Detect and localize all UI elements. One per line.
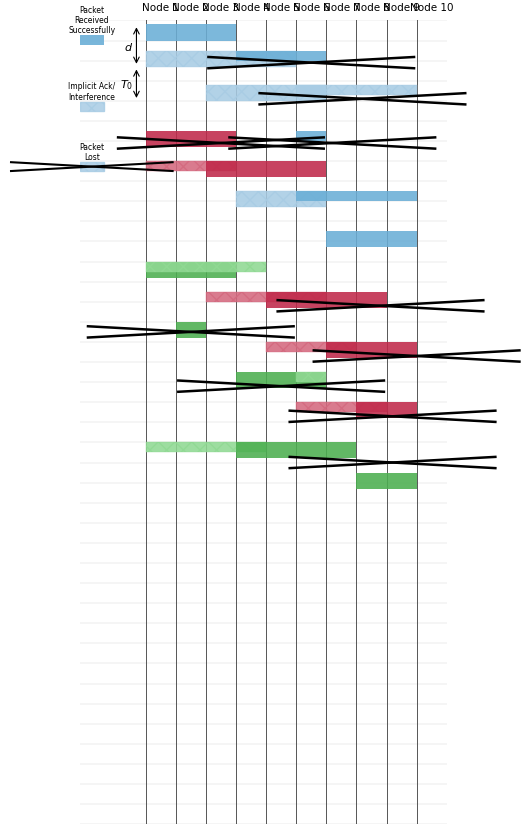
Bar xyxy=(266,293,387,308)
Bar xyxy=(236,373,326,389)
Bar xyxy=(80,103,104,112)
Text: Packet
Received
Successfully: Packet Received Successfully xyxy=(68,6,115,36)
Text: Node 9: Node 9 xyxy=(383,3,420,13)
Text: Node 6: Node 6 xyxy=(293,3,330,13)
Bar xyxy=(266,342,356,352)
Text: Node 1: Node 1 xyxy=(142,3,179,13)
Bar xyxy=(80,163,104,172)
Bar xyxy=(145,443,266,453)
Bar xyxy=(176,323,206,338)
Bar xyxy=(296,403,387,413)
Bar xyxy=(145,26,236,41)
Text: Node 10: Node 10 xyxy=(410,3,453,13)
Bar xyxy=(296,192,417,202)
Bar xyxy=(206,293,326,303)
Bar xyxy=(326,232,417,248)
Text: Time: Time xyxy=(0,826,1,827)
Bar xyxy=(206,86,326,102)
Text: Node 5: Node 5 xyxy=(263,3,299,13)
Bar xyxy=(296,131,326,141)
Bar xyxy=(80,36,104,45)
Bar xyxy=(296,373,326,383)
Bar xyxy=(236,443,356,459)
Text: Node 3: Node 3 xyxy=(202,3,239,13)
Bar xyxy=(296,86,417,96)
Text: Node 4: Node 4 xyxy=(233,3,270,13)
Text: Node 7: Node 7 xyxy=(323,3,360,13)
Bar xyxy=(145,51,296,68)
Text: Packet
Lost: Packet Lost xyxy=(79,142,105,162)
Bar xyxy=(236,192,326,208)
Text: Implicit Ack/
Interference: Implicit Ack/ Interference xyxy=(68,83,115,102)
Bar xyxy=(145,262,236,279)
Text: Node 2: Node 2 xyxy=(172,3,209,13)
Bar xyxy=(326,342,417,359)
Text: Node 8: Node 8 xyxy=(353,3,390,13)
Bar xyxy=(145,131,236,148)
Text: $d$: $d$ xyxy=(124,41,133,52)
Bar xyxy=(206,162,326,178)
Bar xyxy=(356,403,417,418)
Text: $T_0$: $T_0$ xyxy=(119,78,133,92)
Bar xyxy=(145,162,236,172)
Bar xyxy=(236,51,326,61)
Bar xyxy=(145,262,266,272)
Bar xyxy=(356,473,417,489)
